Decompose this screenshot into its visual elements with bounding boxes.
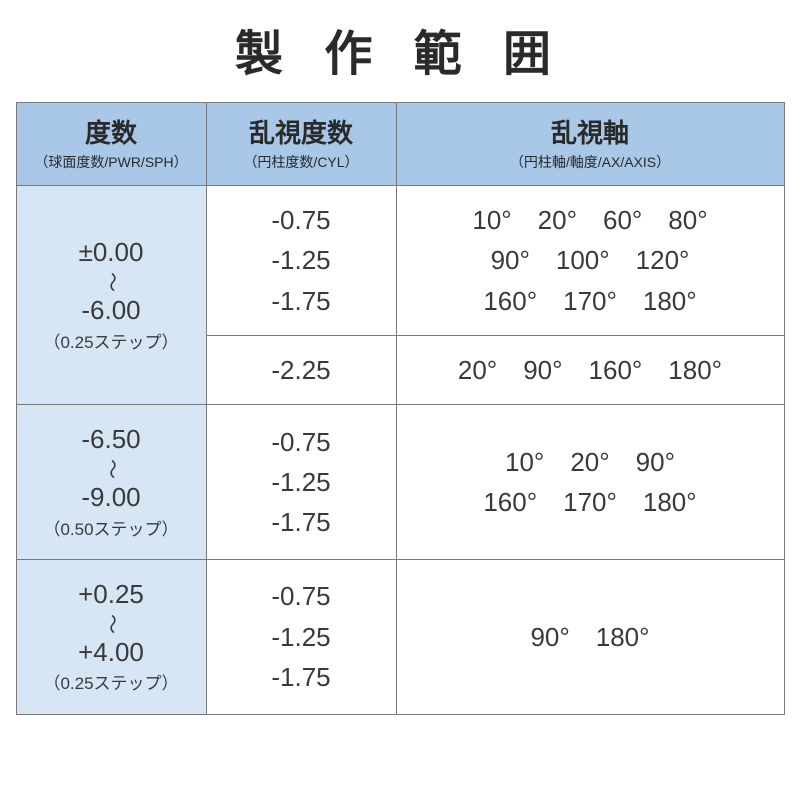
cyl-value: -1.75 xyxy=(211,281,392,321)
axis-line: 160° 170° 180° xyxy=(405,281,776,321)
cyl-cell: -2.25 xyxy=(206,335,396,404)
axis-cell: 90° 180° xyxy=(396,559,784,714)
header-power-sub: （球面度数/PWR/SPH） xyxy=(19,154,204,172)
cyl-value: -0.75 xyxy=(211,576,392,616)
axis-cell: 10° 20° 60° 80°90° 100° 120°160° 170° 18… xyxy=(396,186,784,336)
table-row: ±0.00〜-6.00（0.25ステップ）-0.75-1.25-1.7510° … xyxy=(16,186,784,336)
power-tilde: 〜 xyxy=(101,192,121,373)
page-title: 製 作 範 囲 xyxy=(0,0,800,102)
header-cyl-main: 乱視度数 xyxy=(249,118,353,148)
cyl-value: -1.25 xyxy=(211,240,392,280)
axis-cell: 20° 90° 160° 180° xyxy=(396,335,784,404)
header-cyl: 乱視度数 （円柱度数/CYL） xyxy=(206,103,396,186)
header-axis-sub: （円柱軸/軸度/AX/AXIS） xyxy=(399,154,782,172)
cyl-value: -1.25 xyxy=(211,617,392,657)
power-cell: +0.25〜+4.00（0.25ステップ） xyxy=(16,559,206,714)
cyl-cell: -0.75-1.25-1.75 xyxy=(206,405,396,560)
axis-cell: 10° 20° 90°160° 170° 180° xyxy=(396,405,784,560)
header-power: 度数 （球面度数/PWR/SPH） xyxy=(16,103,206,186)
cyl-cell: -0.75-1.25-1.75 xyxy=(206,186,396,336)
cyl-value: -1.75 xyxy=(211,502,392,542)
cyl-value: -1.25 xyxy=(211,462,392,502)
header-axis: 乱視軸 （円柱軸/軸度/AX/AXIS） xyxy=(396,103,784,186)
axis-line: 90° 100° 120° xyxy=(405,240,776,280)
power-tilde: 〜 xyxy=(101,378,121,559)
axis-line: 10° 20° 90° xyxy=(405,442,776,482)
cyl-value: -0.75 xyxy=(211,200,392,240)
cyl-value: -2.25 xyxy=(211,350,392,390)
axis-line: 10° 20° 60° 80° xyxy=(405,200,776,240)
axis-line: 90° 180° xyxy=(405,617,776,657)
power-tilde: 〜 xyxy=(101,533,121,714)
cyl-cell: -0.75-1.25-1.75 xyxy=(206,559,396,714)
header-power-main: 度数 xyxy=(85,118,137,148)
table-row: -6.50〜-9.00（0.50ステップ）-0.75-1.25-1.7510° … xyxy=(16,405,784,560)
table-row: +0.25〜+4.00（0.25ステップ）-0.75-1.25-1.7590° … xyxy=(16,559,784,714)
cyl-value: -0.75 xyxy=(211,422,392,462)
spec-tbody: ±0.00〜-6.00（0.25ステップ）-0.75-1.25-1.7510° … xyxy=(16,186,784,715)
axis-line: 20° 90° 160° 180° xyxy=(405,350,776,390)
power-cell: ±0.00〜-6.00（0.25ステップ） xyxy=(16,186,206,405)
header-row: 度数 （球面度数/PWR/SPH） 乱視度数 （円柱度数/CYL） 乱視軸 （円… xyxy=(16,103,784,186)
spec-table: 度数 （球面度数/PWR/SPH） 乱視度数 （円柱度数/CYL） 乱視軸 （円… xyxy=(16,102,785,715)
cyl-value: -1.75 xyxy=(211,657,392,697)
axis-line: 160° 170° 180° xyxy=(405,482,776,522)
header-axis-main: 乱視軸 xyxy=(551,118,629,148)
header-cyl-sub: （円柱度数/CYL） xyxy=(209,154,394,172)
